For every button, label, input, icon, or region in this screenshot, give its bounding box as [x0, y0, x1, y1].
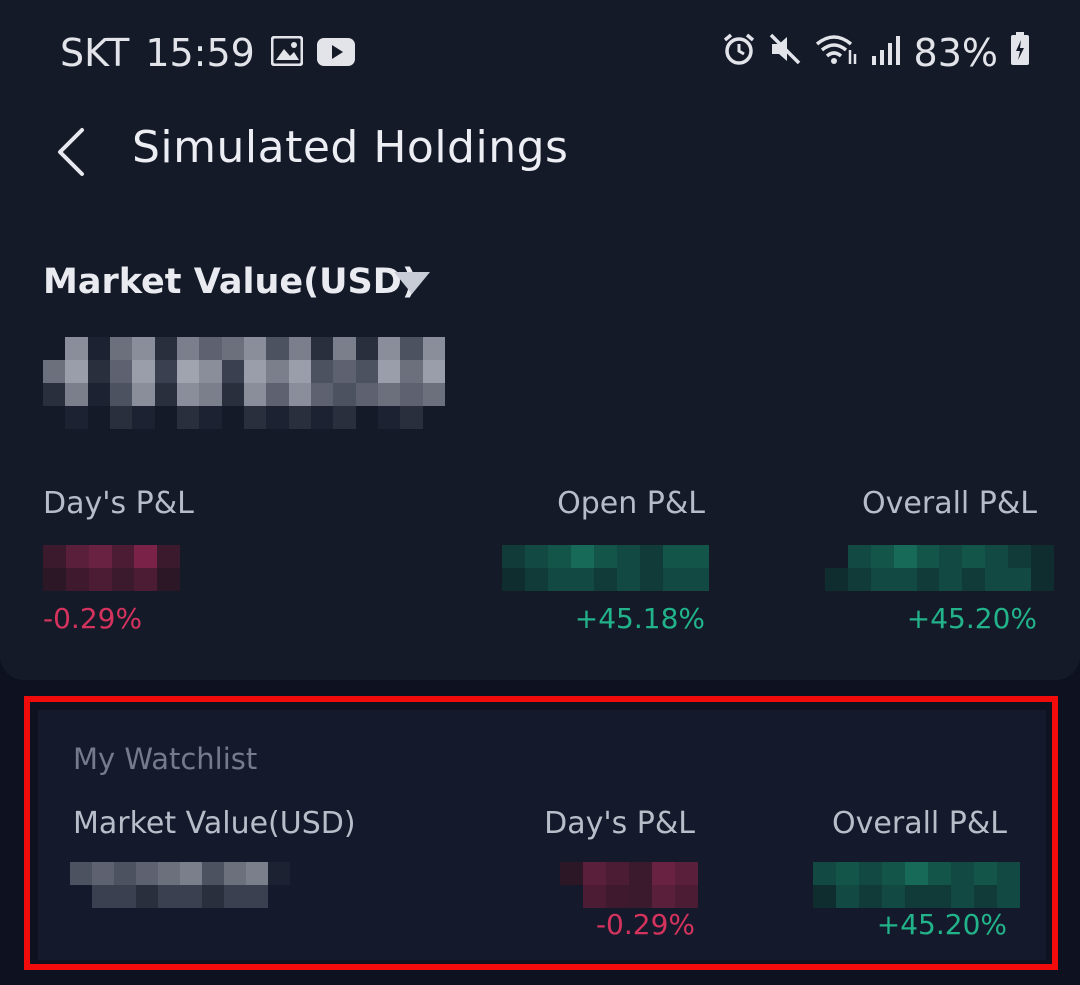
status-bar: SKT 15:59 83% [60, 28, 1030, 78]
overall-pl-percent: +45.20% [906, 602, 1037, 635]
days-pl-percent: -0.29% [43, 602, 143, 635]
watchlist-days-pl-percent: -0.29% [595, 908, 695, 941]
watchlist-overall-pl-label: Overall P&L [832, 806, 1007, 841]
alarm-icon [722, 31, 756, 75]
chevron-left-icon[interactable] [52, 122, 102, 182]
youtube-icon [316, 31, 355, 75]
watchlist-card[interactable] [38, 710, 1046, 960]
watchlist-days-pl-value-pixelated [560, 862, 698, 908]
battery-percent: 83% [913, 31, 998, 75]
caret-down-icon[interactable] [394, 272, 430, 300]
clock: 15:59 [145, 31, 255, 75]
market-value-pixelated [43, 337, 445, 429]
overall-pl-label: Overall P&L [862, 486, 1037, 521]
open-pl-label: Open P&L [557, 486, 705, 521]
watchlist-market-value-pixelated [70, 862, 290, 908]
open-pl-percent: +45.18% [574, 602, 705, 635]
page-title: Simulated Holdings [132, 122, 569, 173]
mute-icon [768, 31, 802, 75]
battery-icon [1010, 31, 1030, 75]
watchlist-overall-pl-value-pixelated [813, 862, 1020, 908]
image-icon [270, 31, 304, 75]
days-pl-label: Day's P&L [43, 486, 194, 521]
signal-icon [870, 31, 902, 75]
open-pl-value-pixelated [502, 545, 709, 591]
watchlist-days-pl-label: Day's P&L [544, 806, 695, 841]
watchlist-overall-pl-percent: +45.20% [876, 908, 1007, 941]
watchlist-title: My Watchlist [73, 742, 258, 776]
overall-pl-value-pixelated [825, 545, 1054, 591]
carrier-label: SKT [60, 31, 130, 75]
days-pl-value-pixelated [43, 545, 180, 591]
market-value-label: Market Value(USD) [43, 262, 418, 302]
wifi-icon [814, 31, 858, 75]
watchlist-market-value-label: Market Value(USD) [73, 806, 356, 841]
